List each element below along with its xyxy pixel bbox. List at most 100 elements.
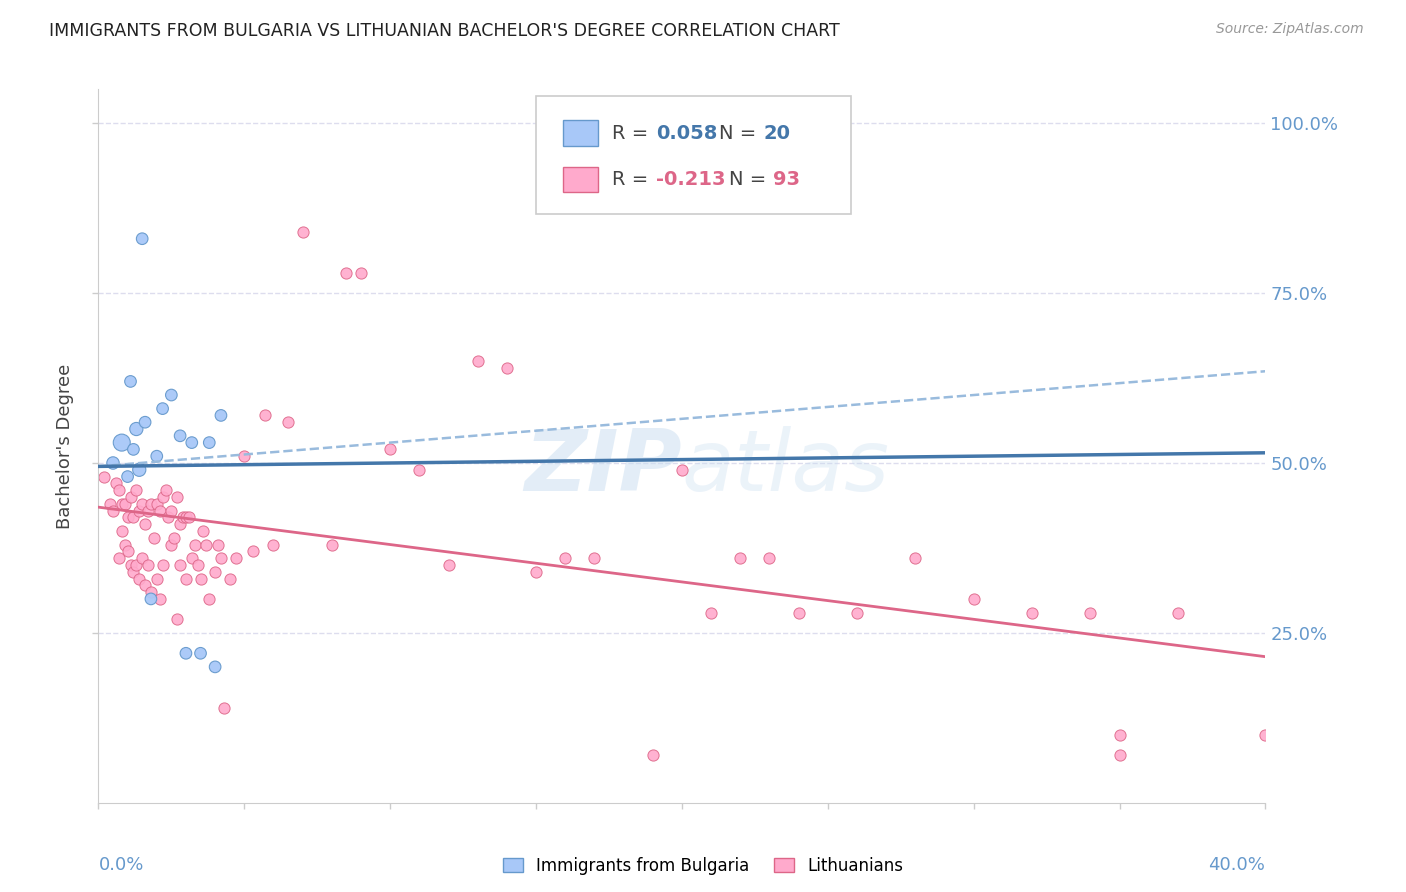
- Point: [149, 591, 172, 606]
- Point: [131, 232, 153, 246]
- Point: [111, 497, 134, 511]
- Point: [321, 537, 343, 551]
- Point: [198, 435, 221, 450]
- Point: [180, 551, 202, 566]
- Point: [204, 660, 226, 674]
- Point: [152, 490, 174, 504]
- Point: [160, 388, 183, 402]
- Text: N =: N =: [720, 124, 762, 143]
- Point: [335, 266, 357, 280]
- Point: [152, 558, 174, 572]
- Point: [117, 510, 139, 524]
- Point: [128, 572, 150, 586]
- FancyBboxPatch shape: [562, 167, 598, 192]
- Point: [136, 558, 159, 572]
- Point: [149, 503, 172, 517]
- Point: [190, 646, 212, 660]
- Point: [134, 517, 156, 532]
- FancyBboxPatch shape: [536, 96, 851, 214]
- Point: [242, 544, 264, 558]
- Text: 20: 20: [763, 124, 790, 143]
- Point: [209, 409, 232, 423]
- Point: [190, 572, 212, 586]
- Point: [787, 606, 810, 620]
- Text: R =: R =: [612, 170, 654, 189]
- Point: [152, 401, 174, 416]
- Point: [169, 558, 191, 572]
- Y-axis label: Bachelor's Degree: Bachelor's Degree: [56, 363, 75, 529]
- Text: -0.213: -0.213: [657, 170, 725, 189]
- Point: [146, 497, 169, 511]
- Point: [180, 435, 202, 450]
- Text: Source: ZipAtlas.com: Source: ZipAtlas.com: [1216, 22, 1364, 37]
- Point: [108, 551, 131, 566]
- Point: [225, 551, 247, 566]
- Point: [142, 531, 165, 545]
- Point: [125, 558, 148, 572]
- Point: [193, 524, 215, 538]
- Point: [134, 415, 156, 429]
- Point: [291, 225, 314, 239]
- Point: [437, 558, 460, 572]
- Point: [1167, 606, 1189, 620]
- Point: [139, 585, 162, 599]
- Point: [160, 503, 183, 517]
- Point: [169, 429, 191, 443]
- Point: [846, 606, 869, 620]
- Point: [209, 551, 232, 566]
- Point: [128, 503, 150, 517]
- Point: [134, 578, 156, 592]
- Point: [155, 483, 177, 498]
- Point: [350, 266, 373, 280]
- Point: [195, 537, 218, 551]
- Point: [1108, 748, 1130, 763]
- Point: [204, 565, 226, 579]
- Point: [131, 497, 153, 511]
- Point: [117, 469, 139, 483]
- Point: [496, 360, 519, 375]
- Point: [262, 537, 284, 551]
- Point: [962, 591, 984, 606]
- Point: [131, 551, 153, 566]
- Point: [157, 510, 180, 524]
- Text: N =: N =: [728, 170, 772, 189]
- Point: [101, 503, 124, 517]
- Point: [101, 456, 124, 470]
- Point: [120, 490, 142, 504]
- Text: R =: R =: [612, 124, 654, 143]
- Legend: Immigrants from Bulgaria, Lithuanians: Immigrants from Bulgaria, Lithuanians: [502, 856, 904, 875]
- Point: [111, 435, 134, 450]
- Point: [380, 442, 402, 457]
- Point: [98, 497, 121, 511]
- FancyBboxPatch shape: [562, 120, 598, 145]
- Point: [277, 415, 299, 429]
- Point: [218, 572, 240, 586]
- Point: [554, 551, 576, 566]
- Point: [122, 510, 145, 524]
- Text: IMMIGRANTS FROM BULGARIA VS LITHUANIAN BACHELOR'S DEGREE CORRELATION CHART: IMMIGRANTS FROM BULGARIA VS LITHUANIAN B…: [49, 22, 839, 40]
- Point: [671, 463, 693, 477]
- Point: [139, 591, 162, 606]
- Point: [146, 572, 169, 586]
- Point: [122, 565, 145, 579]
- Point: [166, 612, 188, 626]
- Point: [583, 551, 606, 566]
- Point: [139, 497, 162, 511]
- Point: [93, 469, 115, 483]
- Point: [177, 510, 200, 524]
- Point: [163, 531, 186, 545]
- Point: [104, 476, 127, 491]
- Point: [136, 503, 159, 517]
- Point: [125, 483, 148, 498]
- Point: [730, 551, 752, 566]
- Point: [467, 354, 489, 368]
- Point: [198, 591, 221, 606]
- Point: [120, 375, 142, 389]
- Point: [524, 565, 547, 579]
- Point: [172, 510, 194, 524]
- Point: [207, 537, 229, 551]
- Point: [904, 551, 927, 566]
- Point: [758, 551, 780, 566]
- Point: [1080, 606, 1102, 620]
- Point: [120, 558, 142, 572]
